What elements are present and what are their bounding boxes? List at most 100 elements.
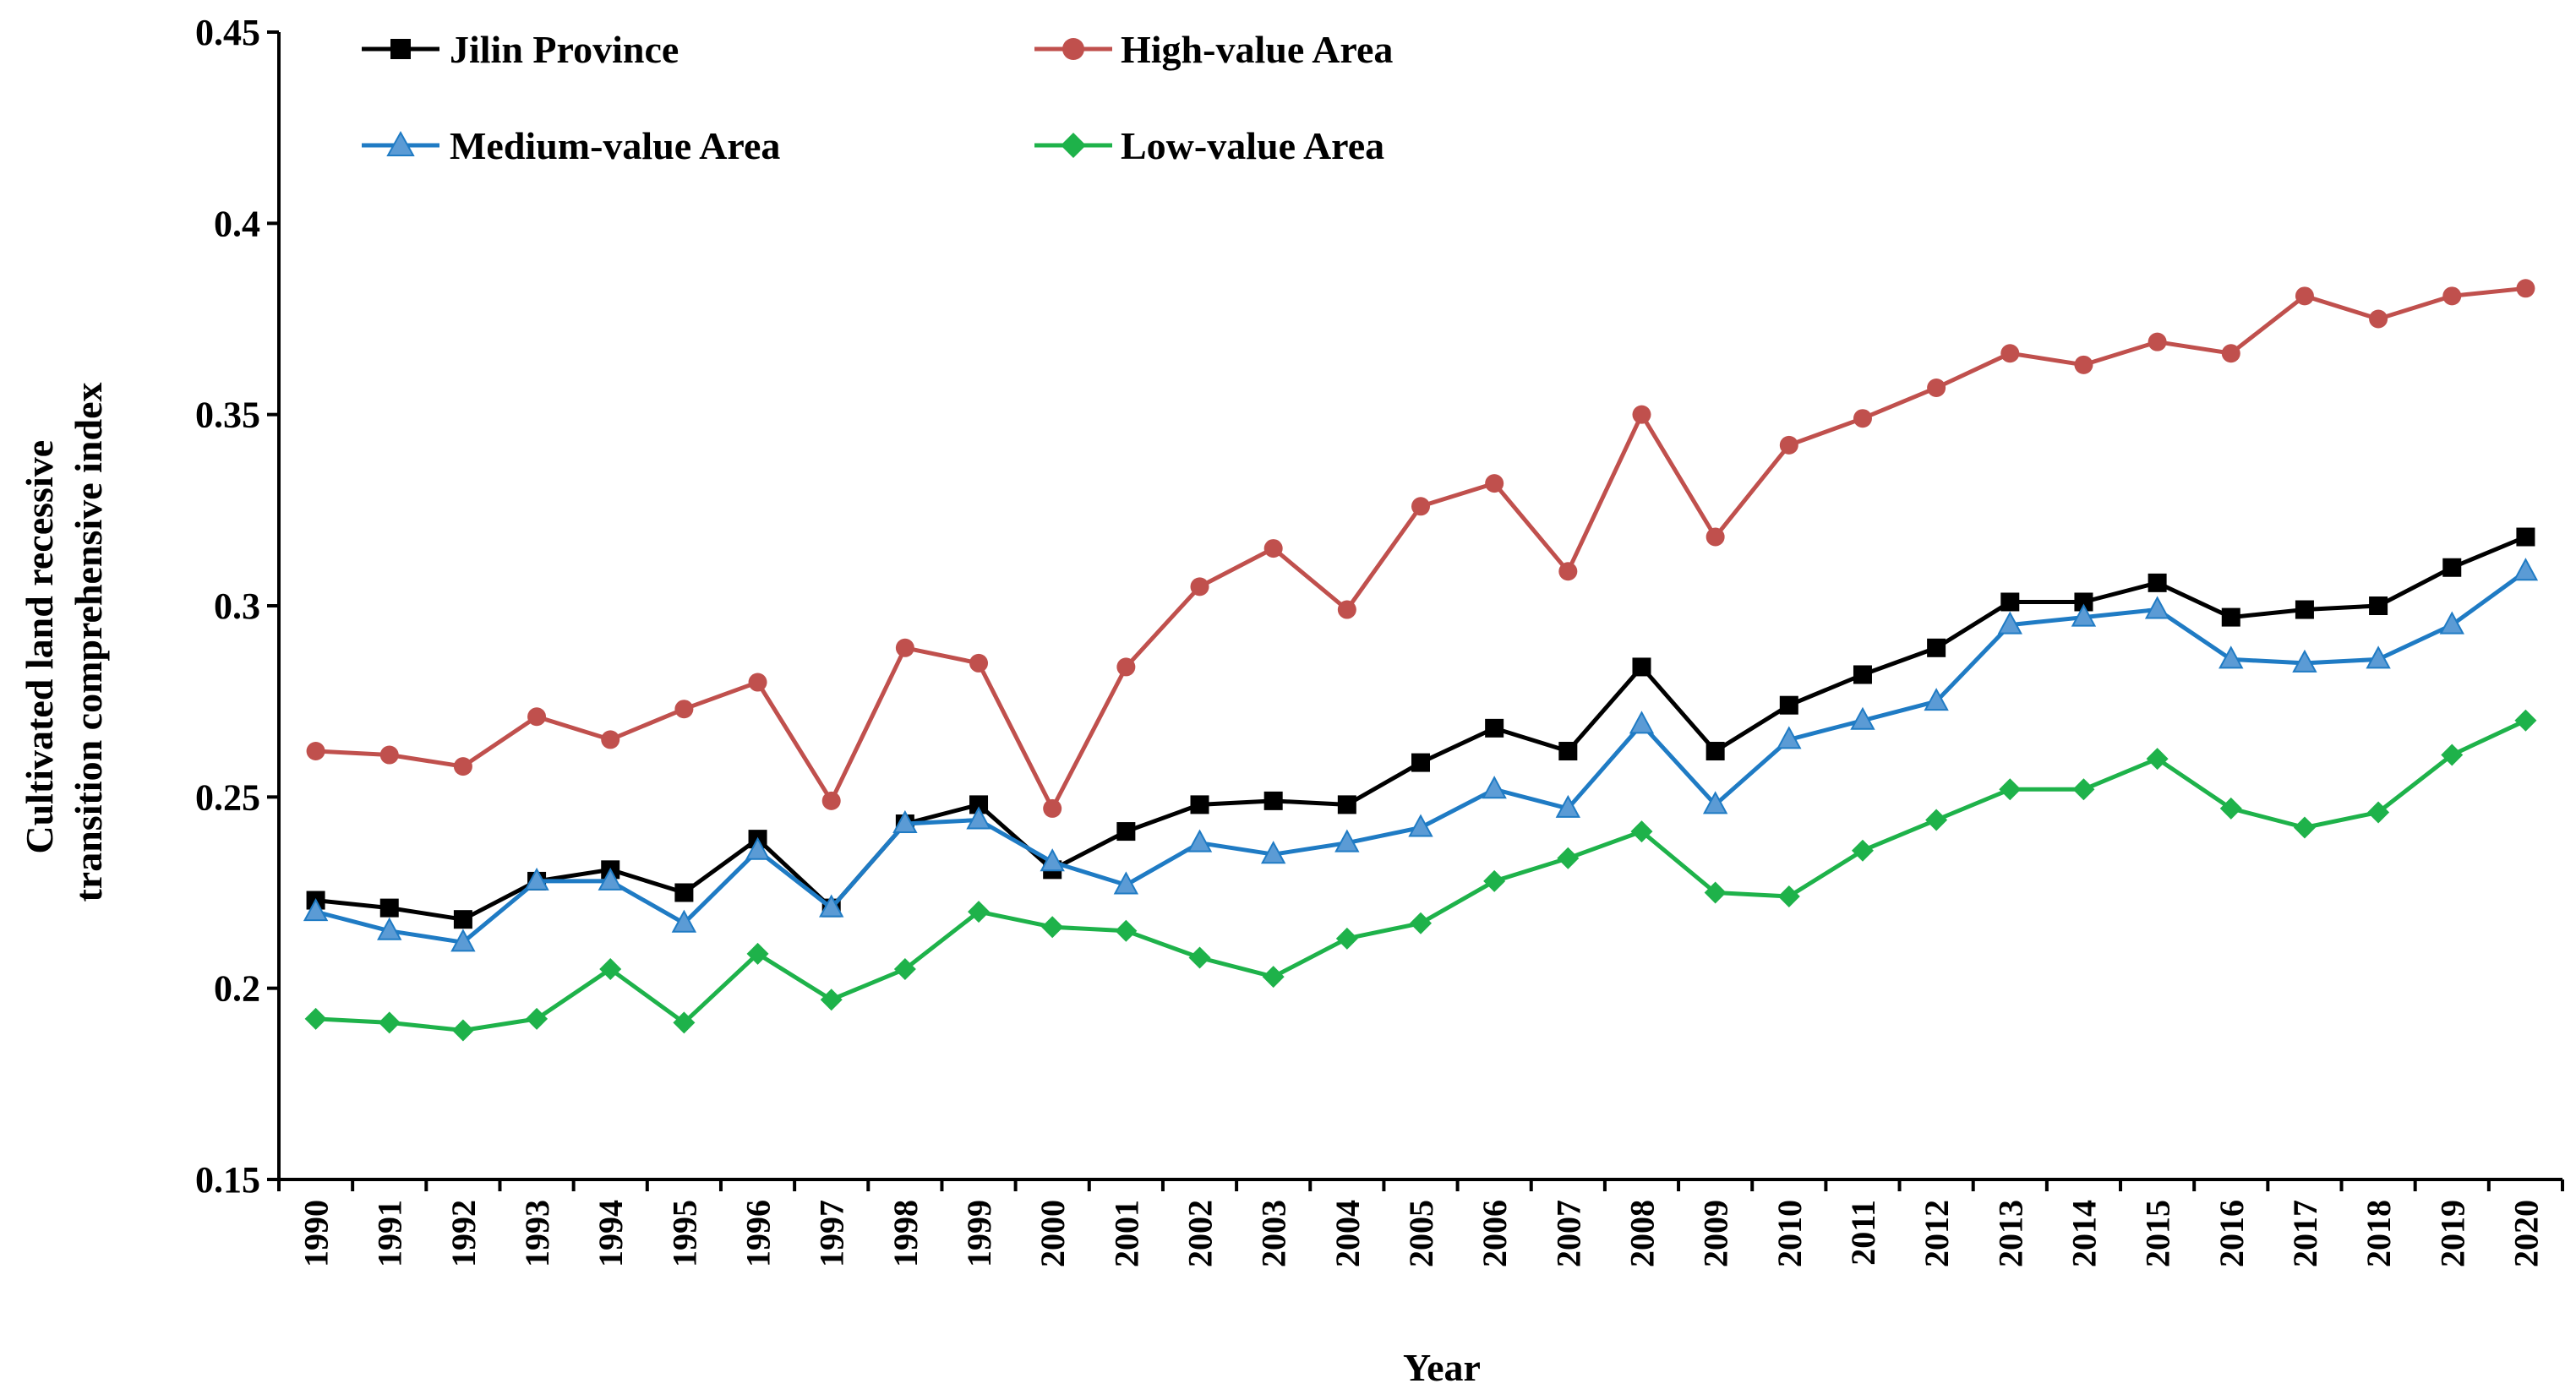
data-point-jilin-province xyxy=(1927,638,1946,657)
data-point-low-value-area xyxy=(304,1007,327,1030)
data-point-high-value-area xyxy=(306,742,325,761)
data-point-medium-value-area xyxy=(2219,645,2244,669)
x-tick-label: 2012 xyxy=(1918,1200,1956,1267)
y-tick-label: 0.3 xyxy=(214,586,260,627)
data-point-low-value-area xyxy=(1557,847,1580,869)
data-point-high-value-area xyxy=(1337,600,1356,619)
data-point-medium-value-area xyxy=(1702,791,1728,814)
x-tick-label: 2014 xyxy=(2065,1200,2103,1267)
data-point-medium-value-area xyxy=(1850,706,1875,730)
data-point-jilin-province xyxy=(2148,573,2167,592)
data-point-high-value-area xyxy=(1116,657,1136,677)
data-point-high-value-area xyxy=(1263,539,1283,558)
x-axis-ticks: 1990 1991 1992 1993 1994 1995 1996 1997 1998 1999… xyxy=(277,1179,2564,1267)
data-point-jilin-province xyxy=(1779,695,1798,715)
x-tick-label: 2007 xyxy=(1549,1200,1587,1267)
x-tick-label: 2020 xyxy=(2507,1200,2545,1267)
data-point-high-value-area xyxy=(2221,344,2240,363)
data-point-medium-value-area xyxy=(450,929,476,952)
data-point-low-value-area xyxy=(1115,919,1138,942)
x-tick-label: 1998 xyxy=(887,1200,925,1267)
y-tick-label: 0.15 xyxy=(195,1159,260,1201)
x-tick-label: 1997 xyxy=(813,1200,851,1267)
data-point-low-value-area xyxy=(746,942,769,965)
data-point-high-value-area xyxy=(1190,577,1209,596)
data-point-jilin-province xyxy=(1706,742,1725,761)
data-point-medium-value-area xyxy=(1924,688,1949,711)
data-point-high-value-area xyxy=(1853,409,1872,428)
x-tick-label: 2016 xyxy=(2213,1200,2251,1267)
series-low-value-area xyxy=(304,709,2537,1042)
chart-axes xyxy=(277,32,2562,1181)
y-tick-label: 0.25 xyxy=(195,776,260,818)
data-point-medium-value-area xyxy=(1997,611,2022,635)
series-jilin-province xyxy=(306,527,2535,929)
y-tick-label: 0.2 xyxy=(214,968,260,1010)
data-point-jilin-province xyxy=(2442,558,2462,577)
data-point-high-value-area xyxy=(1485,474,1504,493)
data-point-low-value-area xyxy=(968,901,991,923)
legend-marker-diamond-icon xyxy=(1061,133,1086,158)
x-tick-label: 2019 xyxy=(2433,1200,2471,1267)
data-point-high-value-area xyxy=(1632,405,1651,424)
y-tick-label: 0.4 xyxy=(214,203,260,244)
data-point-high-value-area xyxy=(527,707,547,727)
data-point-jilin-province xyxy=(1853,665,1872,684)
x-tick-label: 1996 xyxy=(740,1200,778,1267)
x-axis-title: Year xyxy=(1403,1346,1481,1389)
data-point-jilin-province xyxy=(1263,791,1283,810)
x-tick-label: 2005 xyxy=(1402,1200,1440,1267)
x-tick-label: 2002 xyxy=(1182,1200,1220,1267)
data-point-jilin-province xyxy=(2074,592,2093,612)
data-point-low-value-area xyxy=(1777,885,1800,908)
data-point-high-value-area xyxy=(453,757,472,776)
x-tick-label: 1999 xyxy=(960,1200,998,1267)
data-point-medium-value-area xyxy=(2292,649,2317,673)
y-axis-ticks: 0.15 0.2 0.25 0.3 0.35 0.4 0.45 xyxy=(195,12,279,1201)
y-tick-label: 0.35 xyxy=(195,395,260,436)
x-tick-label: 1994 xyxy=(592,1200,630,1267)
data-point-jilin-province xyxy=(2516,527,2535,547)
series-layer xyxy=(303,279,2539,1042)
data-point-high-value-area xyxy=(379,745,399,765)
x-tick-label: 2013 xyxy=(1991,1200,2029,1267)
legend-entry-high-value-area: High-value Area xyxy=(1034,28,1393,71)
data-point-jilin-province xyxy=(1485,718,1504,738)
data-point-jilin-province xyxy=(379,898,399,918)
x-tick-label: 2008 xyxy=(1623,1200,1661,1267)
x-tick-label: 2017 xyxy=(2286,1200,2324,1267)
data-point-jilin-province xyxy=(1558,742,1578,761)
data-point-medium-value-area xyxy=(819,894,844,918)
data-point-high-value-area xyxy=(748,673,767,692)
data-point-low-value-area xyxy=(1188,946,1211,969)
data-point-high-value-area xyxy=(2148,332,2167,351)
data-point-jilin-province xyxy=(1632,657,1651,677)
data-point-low-value-area xyxy=(1925,809,1948,831)
series-high-value-area xyxy=(306,279,2535,818)
data-point-medium-value-area xyxy=(1482,776,1507,799)
x-tick-label: 1993 xyxy=(518,1200,556,1267)
data-point-medium-value-area xyxy=(892,809,918,834)
data-point-medium-value-area xyxy=(745,836,771,860)
x-tick-label: 2004 xyxy=(1329,1200,1367,1267)
data-point-jilin-province xyxy=(1337,795,1356,814)
x-tick-label: 2000 xyxy=(1034,1200,1072,1267)
data-point-low-value-area xyxy=(599,958,622,981)
data-point-medium-value-area xyxy=(524,867,549,891)
data-point-jilin-province xyxy=(2295,600,2314,619)
x-tick-label: 1991 xyxy=(371,1200,409,1267)
legend-label-medium-value-area: Medium-value Area xyxy=(450,124,780,167)
legend-label-jilin-province: Jilin Province xyxy=(450,28,679,71)
data-point-low-value-area xyxy=(1335,927,1358,950)
data-point-low-value-area xyxy=(1704,881,1727,904)
data-point-high-value-area xyxy=(821,791,841,810)
data-point-high-value-area xyxy=(2000,344,2020,363)
series-medium-value-area xyxy=(303,558,2539,952)
data-point-low-value-area xyxy=(2293,816,2316,839)
data-point-high-value-area xyxy=(895,638,914,657)
data-point-low-value-area xyxy=(820,989,843,1011)
data-point-high-value-area xyxy=(1043,798,1062,818)
data-point-low-value-area xyxy=(378,1011,401,1034)
data-point-low-value-area xyxy=(2367,801,2390,824)
